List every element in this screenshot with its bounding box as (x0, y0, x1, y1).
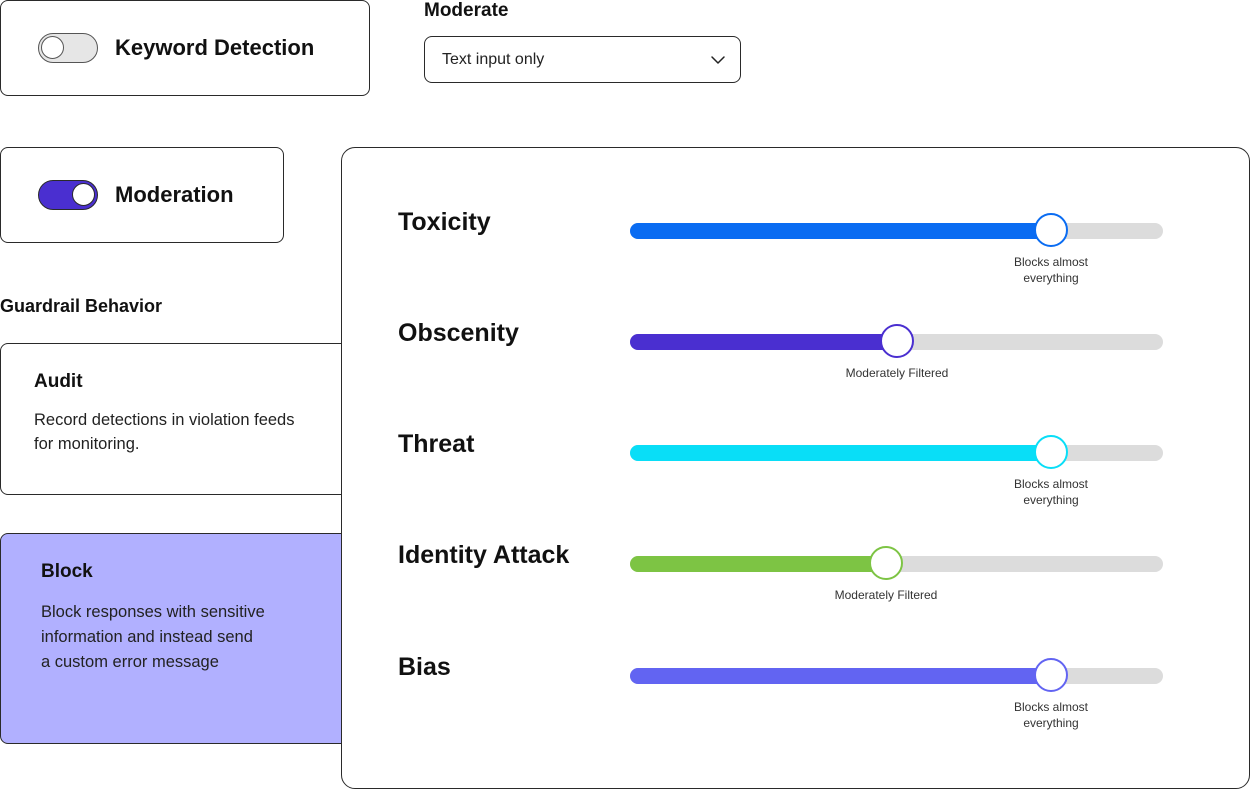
slider-thumb[interactable] (880, 324, 914, 358)
moderation-label: Moderation (115, 182, 234, 207)
moderate-label: Moderate (424, 0, 509, 21)
slider-label: Bias (398, 653, 451, 681)
slider-label: Toxicity (398, 208, 491, 236)
moderation-toggle[interactable] (38, 180, 98, 210)
slider-track[interactable]: Moderately Filtered (630, 546, 1163, 602)
keyword-detection-toggle[interactable] (38, 33, 98, 63)
slider-fill (630, 223, 1059, 239)
moderation-card[interactable]: Moderation (0, 147, 284, 243)
slider-row-obscenity: Obscenity Moderately Filtered (342, 319, 1249, 424)
slider-caption: Blocks almost everything (1013, 477, 1089, 507)
slider-caption: Moderately Filtered (834, 588, 938, 602)
slider-fill (630, 668, 1059, 684)
moderate-select-value: Text input only (442, 50, 545, 68)
slider-label: Threat (398, 430, 475, 458)
slider-row-threat: Threat Blocks almost everything (342, 430, 1249, 535)
slider-row-toxicity: Toxicity Blocks almost everything (342, 208, 1249, 313)
audit-option-title: Audit (34, 371, 83, 392)
moderation-settings-panel: Toxicity Blocks almost everything Obscen… (341, 147, 1250, 789)
slider-thumb[interactable] (1034, 213, 1068, 247)
slider-track[interactable]: Blocks almost everything (630, 658, 1163, 730)
guardrail-behavior-heading: Guardrail Behavior (0, 296, 163, 316)
slider-label: Identity Attack (398, 541, 570, 569)
block-option-description: Block responses with sensitive informati… (41, 603, 265, 671)
slider-fill (630, 556, 894, 572)
slider-caption: Blocks almost everything (1013, 700, 1089, 730)
block-option-title: Block (41, 561, 93, 582)
slider-track[interactable]: Blocks almost everything (630, 213, 1163, 285)
chevron-down-icon (711, 55, 725, 64)
toggle-knob (41, 36, 64, 59)
keyword-detection-card[interactable]: Keyword Detection (0, 0, 370, 96)
audit-option-description: Record detections in violation feeds for… (34, 411, 295, 453)
slider-label: Obscenity (398, 319, 519, 347)
moderate-select[interactable]: Text input only (424, 36, 741, 83)
slider-caption: Moderately Filtered (845, 366, 949, 380)
slider-fill (630, 445, 1059, 461)
slider-thumb[interactable] (1034, 435, 1068, 469)
keyword-detection-label: Keyword Detection (115, 35, 315, 60)
slider-fill (630, 334, 905, 350)
slider-row-bias: Bias Blocks almost everything (342, 653, 1249, 758)
toggle-knob (72, 183, 95, 206)
slider-track[interactable]: Blocks almost everything (630, 435, 1163, 507)
slider-thumb[interactable] (1034, 658, 1068, 692)
slider-row-identity-attack: Identity Attack Moderately Filtered (342, 541, 1249, 646)
slider-track[interactable]: Moderately Filtered (630, 324, 1163, 380)
slider-thumb[interactable] (869, 546, 903, 580)
slider-caption: Blocks almost everything (1013, 255, 1089, 285)
